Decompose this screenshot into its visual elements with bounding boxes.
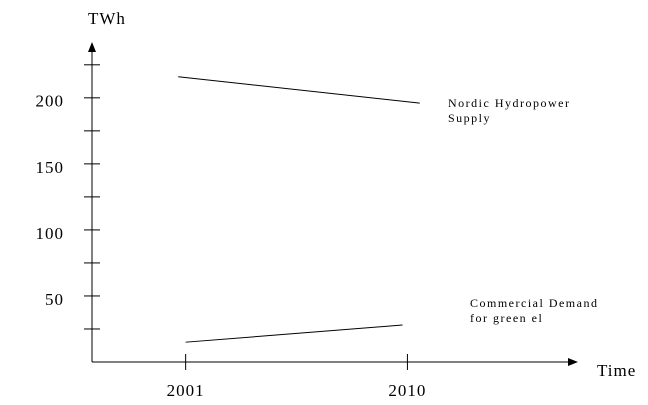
y-axis-label: TWh <box>88 9 126 28</box>
y-arrow <box>88 42 96 52</box>
series-label: Nordic Hydropower Supply <box>448 96 571 125</box>
series-label: Commercial Demand for green el <box>470 296 599 325</box>
y-tick-label: 150 <box>36 158 65 177</box>
y-tick-label: 200 <box>36 92 65 111</box>
series-line <box>185 324 403 343</box>
series-line <box>178 76 420 104</box>
x-tick-label: 2001 <box>167 381 205 400</box>
x-axis-label: Time <box>597 361 636 380</box>
y-tick-label: 50 <box>45 290 64 309</box>
x-tick-label: 2010 <box>388 381 426 400</box>
x-arrow <box>568 358 578 366</box>
y-tick-label: 100 <box>36 224 65 243</box>
